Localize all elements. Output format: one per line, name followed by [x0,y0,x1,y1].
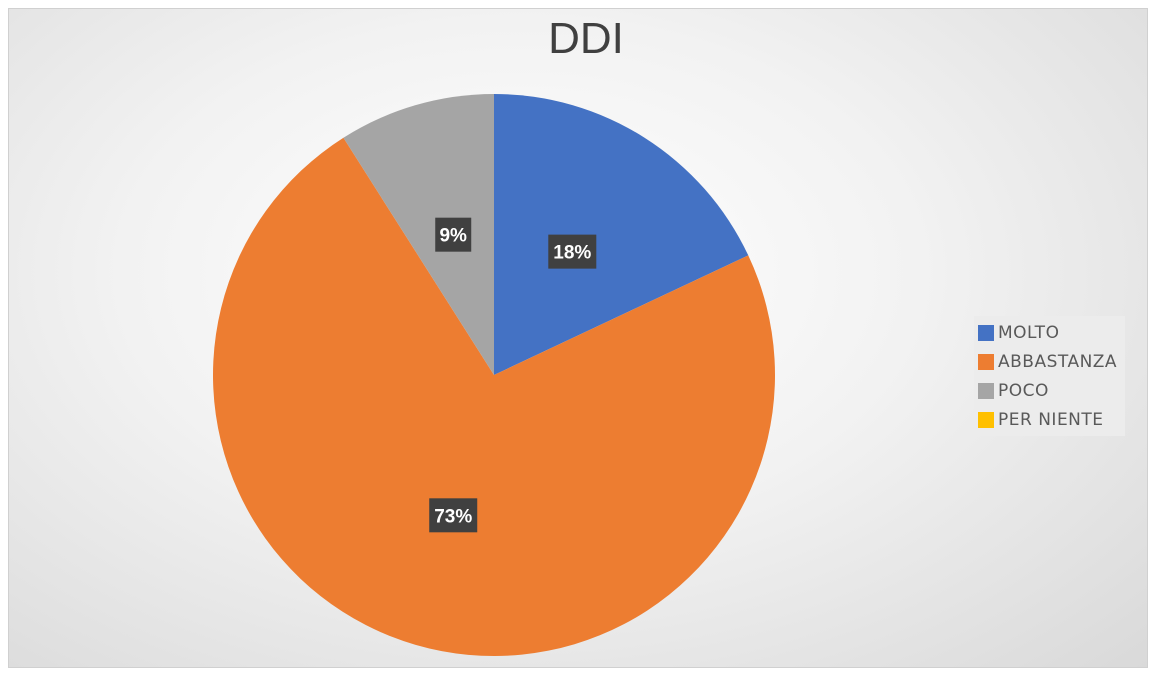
legend-swatch [978,382,994,399]
svg-text:9%: 9% [439,226,467,247]
chart-title: DDI [548,14,624,63]
svg-text:73%: 73% [434,506,472,527]
legend-label: MOLTO [998,322,1060,343]
legend-item-per-niente: PER NIENTE [978,405,1117,434]
legend-label: ABBASTANZA [998,351,1118,372]
data-label-poco: 9% [435,217,472,252]
legend: MOLTO ABBASTANZA POCO PER NIENTE [974,316,1126,436]
legend-item-poco: POCO [978,376,1117,405]
legend-label: POCO [998,380,1049,401]
legend-swatch [978,353,994,370]
pie-slice-molto [494,94,749,375]
pie-slice-poco [343,94,494,375]
svg-text:18%: 18% [553,243,591,264]
legend-label: PER NIENTE [998,409,1104,430]
legend-item-abbastanza: ABBASTANZA [978,347,1117,376]
pie-slice-abbastanza [213,137,775,657]
legend-swatch [978,411,994,428]
data-label-abbastanza: 73% [429,498,478,533]
data-label-molto: 18% [548,234,597,269]
legend-swatch [978,324,994,341]
legend-item-molto: MOLTO [978,318,1117,347]
